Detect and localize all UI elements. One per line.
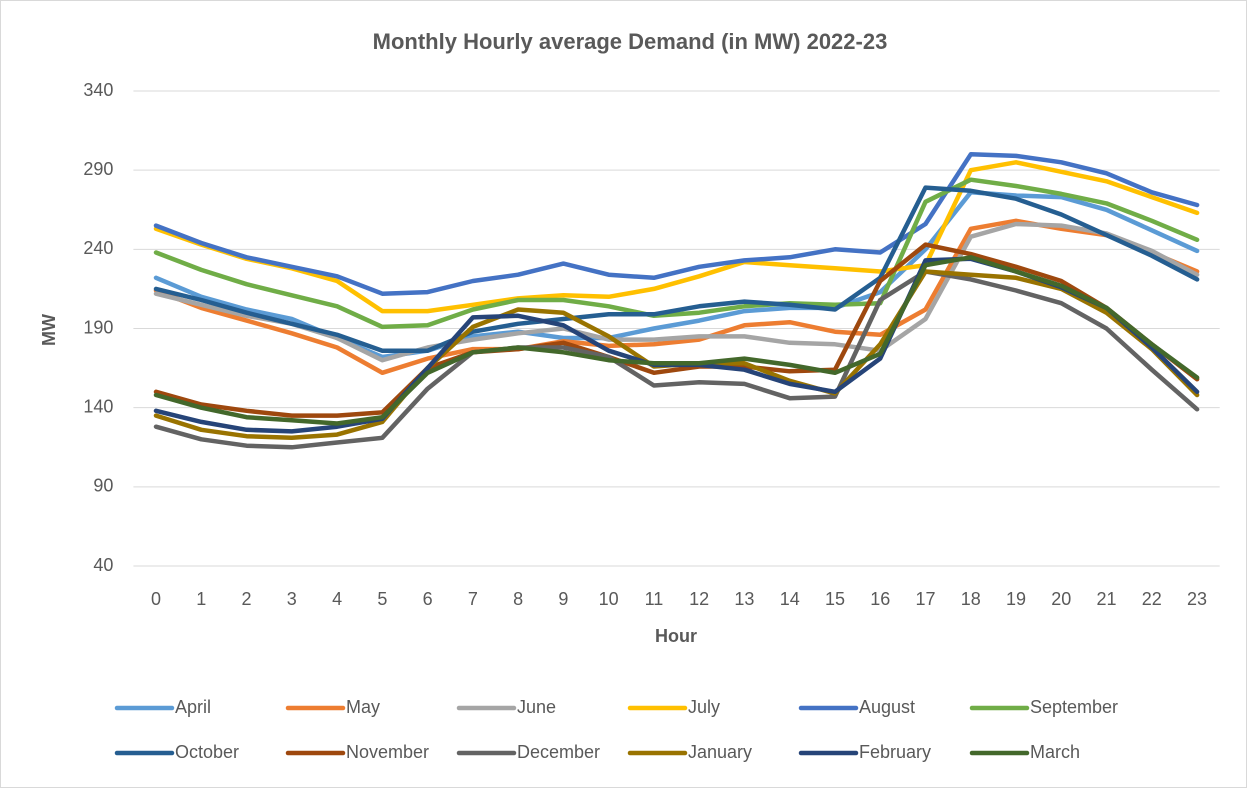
y-tick-label: 240	[83, 238, 113, 258]
y-tick-label: 340	[83, 80, 113, 100]
x-tick-label: 1	[196, 589, 206, 609]
series-line	[153, 242, 1200, 418]
chart-title: Monthly Hourly average Demand (in MW) 20…	[373, 29, 888, 54]
y-tick-label: 190	[83, 317, 113, 337]
y-axis-title: MW	[39, 314, 59, 346]
legend-label: July	[688, 697, 720, 717]
legend-label: October	[175, 742, 239, 762]
series-line	[153, 177, 1200, 330]
legend-label: September	[1030, 697, 1118, 717]
legend-label: December	[517, 742, 600, 762]
legend-label: June	[517, 697, 556, 717]
x-tick-label: 13	[734, 589, 754, 609]
legend-label: March	[1030, 742, 1080, 762]
legend-label: May	[346, 697, 380, 717]
x-tick-label: 22	[1142, 589, 1162, 609]
x-tick-label: 10	[599, 589, 619, 609]
legend-label: August	[859, 697, 915, 717]
x-tick-label: 15	[825, 589, 845, 609]
x-tick-label: 7	[468, 589, 478, 609]
legend-label: February	[859, 742, 931, 762]
x-tick-label: 17	[915, 589, 935, 609]
series-line	[153, 255, 1200, 426]
x-tick-label: 5	[377, 589, 387, 609]
x-tick-label: 16	[870, 589, 890, 609]
x-tick-label: 2	[242, 589, 252, 609]
x-tick-label: 12	[689, 589, 709, 609]
legend-label: January	[688, 742, 752, 762]
x-tick-label: 11	[645, 589, 664, 609]
x-tick-label: 3	[287, 589, 297, 609]
x-tick-label: 0	[151, 589, 161, 609]
y-tick-label: 290	[83, 159, 113, 179]
series-line	[153, 160, 1200, 314]
legend-label: November	[346, 742, 429, 762]
x-tick-label: 21	[1097, 589, 1117, 609]
series-line	[153, 269, 1200, 450]
x-tick-label: 9	[558, 589, 568, 609]
x-tick-label: 18	[961, 589, 981, 609]
y-tick-label: 40	[93, 555, 113, 575]
x-tick-label: 4	[332, 589, 342, 609]
y-tick-label: 90	[93, 476, 113, 496]
x-tick-label: 23	[1187, 589, 1207, 609]
x-tick-label: 6	[423, 589, 433, 609]
legend-label: April	[175, 697, 211, 717]
series-line	[153, 221, 1200, 363]
x-tick-label: 14	[780, 589, 800, 609]
x-tick-label: 19	[1006, 589, 1026, 609]
x-tick-label: 8	[513, 589, 523, 609]
y-tick-label: 140	[83, 396, 113, 416]
series-line	[153, 152, 1200, 296]
x-axis-title: Hour	[655, 626, 697, 646]
series-line	[153, 185, 1200, 353]
x-tick-label: 20	[1051, 589, 1071, 609]
